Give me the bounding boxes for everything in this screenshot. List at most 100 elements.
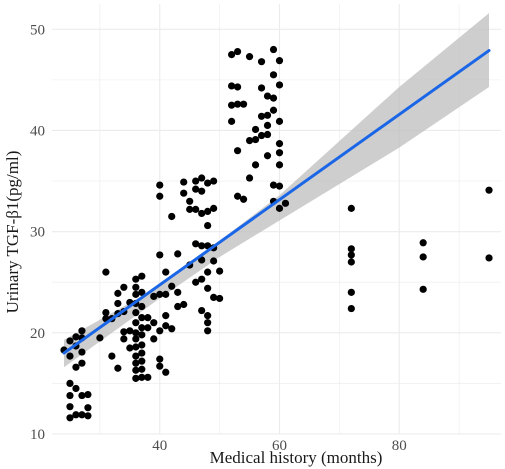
data-point: [245, 136, 254, 145]
data-point: [150, 319, 158, 327]
data-point: [132, 290, 140, 298]
data-point: [84, 404, 92, 412]
data-point: [156, 251, 164, 259]
data-point: [108, 352, 116, 360]
data-point: [132, 359, 140, 367]
data-point: [138, 314, 146, 322]
data-point: [275, 182, 284, 190]
data-point: [263, 152, 272, 160]
data-point: [347, 258, 355, 266]
data-point: [485, 186, 493, 194]
data-point: [72, 363, 80, 371]
data-point: [174, 250, 182, 258]
data-point: [144, 314, 152, 322]
data-point: [180, 178, 188, 186]
data-point: [156, 181, 164, 189]
data-point: [263, 130, 272, 139]
data-point: [275, 140, 284, 148]
data-points-layer: [60, 45, 493, 422]
data-point: [156, 327, 164, 335]
y-axis-title: Urinary TGF-β1(pg/ml): [3, 151, 22, 314]
grid-layer: [52, 4, 501, 435]
data-point: [96, 334, 104, 342]
data-point: [138, 331, 146, 339]
y-tick-label: 50: [30, 22, 45, 38]
data-point: [275, 57, 284, 65]
data-point: [132, 319, 140, 327]
data-point: [114, 299, 122, 308]
data-point: [251, 135, 260, 144]
data-point: [257, 131, 266, 140]
data-point: [233, 100, 242, 108]
data-point: [198, 275, 206, 283]
data-point: [228, 50, 236, 59]
data-point: [156, 362, 164, 370]
data-point: [168, 212, 176, 221]
data-point: [228, 117, 236, 125]
data-point: [138, 288, 146, 296]
data-point: [216, 267, 224, 275]
data-point: [132, 343, 140, 351]
y-tick-label: 20: [30, 326, 45, 342]
data-point: [156, 355, 164, 363]
data-point: [156, 192, 164, 200]
data-point: [78, 327, 86, 335]
data-point: [485, 254, 493, 262]
data-point: [347, 288, 355, 296]
data-point: [210, 293, 218, 302]
regression-fit-line: [62, 49, 491, 355]
data-point: [269, 181, 278, 189]
data-point: [114, 364, 122, 372]
data-point: [132, 352, 140, 360]
data-point: [120, 335, 128, 343]
data-point: [144, 373, 152, 381]
data-point: [347, 245, 355, 253]
data-point: [210, 204, 218, 212]
data-point: [192, 185, 200, 193]
data-point: [204, 319, 212, 327]
data-point: [132, 366, 140, 374]
data-point: [162, 368, 170, 376]
data-point: [233, 83, 242, 91]
data-point: [66, 403, 74, 411]
data-point: [162, 268, 170, 276]
data-point: [245, 53, 254, 61]
data-point: [84, 412, 92, 420]
data-point: [269, 106, 278, 114]
data-point: [126, 327, 134, 335]
data-point: [275, 161, 284, 169]
data-point: [251, 161, 260, 169]
data-point: [78, 391, 86, 400]
data-point: [72, 384, 80, 393]
data-point: [138, 272, 146, 280]
data-point: [102, 308, 110, 317]
data-point: [198, 187, 206, 195]
data-point: [204, 179, 212, 187]
data-point: [198, 209, 206, 218]
data-point: [204, 327, 212, 335]
data-point: [275, 117, 284, 125]
data-point: [216, 294, 224, 303]
data-point: [347, 204, 355, 212]
data-point: [263, 92, 272, 100]
data-point: [210, 177, 218, 185]
data-point: [168, 325, 176, 333]
data-point: [78, 359, 86, 367]
data-point: [150, 335, 158, 343]
data-point: [198, 306, 206, 315]
data-point: [180, 300, 188, 309]
data-point: [132, 283, 140, 291]
data-point: [198, 242, 206, 250]
data-point: [66, 391, 74, 400]
data-point: [192, 205, 200, 213]
data-point: [263, 121, 272, 130]
data-point: [210, 257, 218, 265]
data-point: [78, 348, 86, 356]
data-point: [66, 414, 74, 422]
data-point: [144, 324, 152, 332]
data-point: [168, 282, 176, 290]
data-point: [156, 290, 164, 298]
data-point: [138, 302, 146, 311]
data-point: [66, 352, 74, 360]
data-point: [132, 335, 140, 343]
